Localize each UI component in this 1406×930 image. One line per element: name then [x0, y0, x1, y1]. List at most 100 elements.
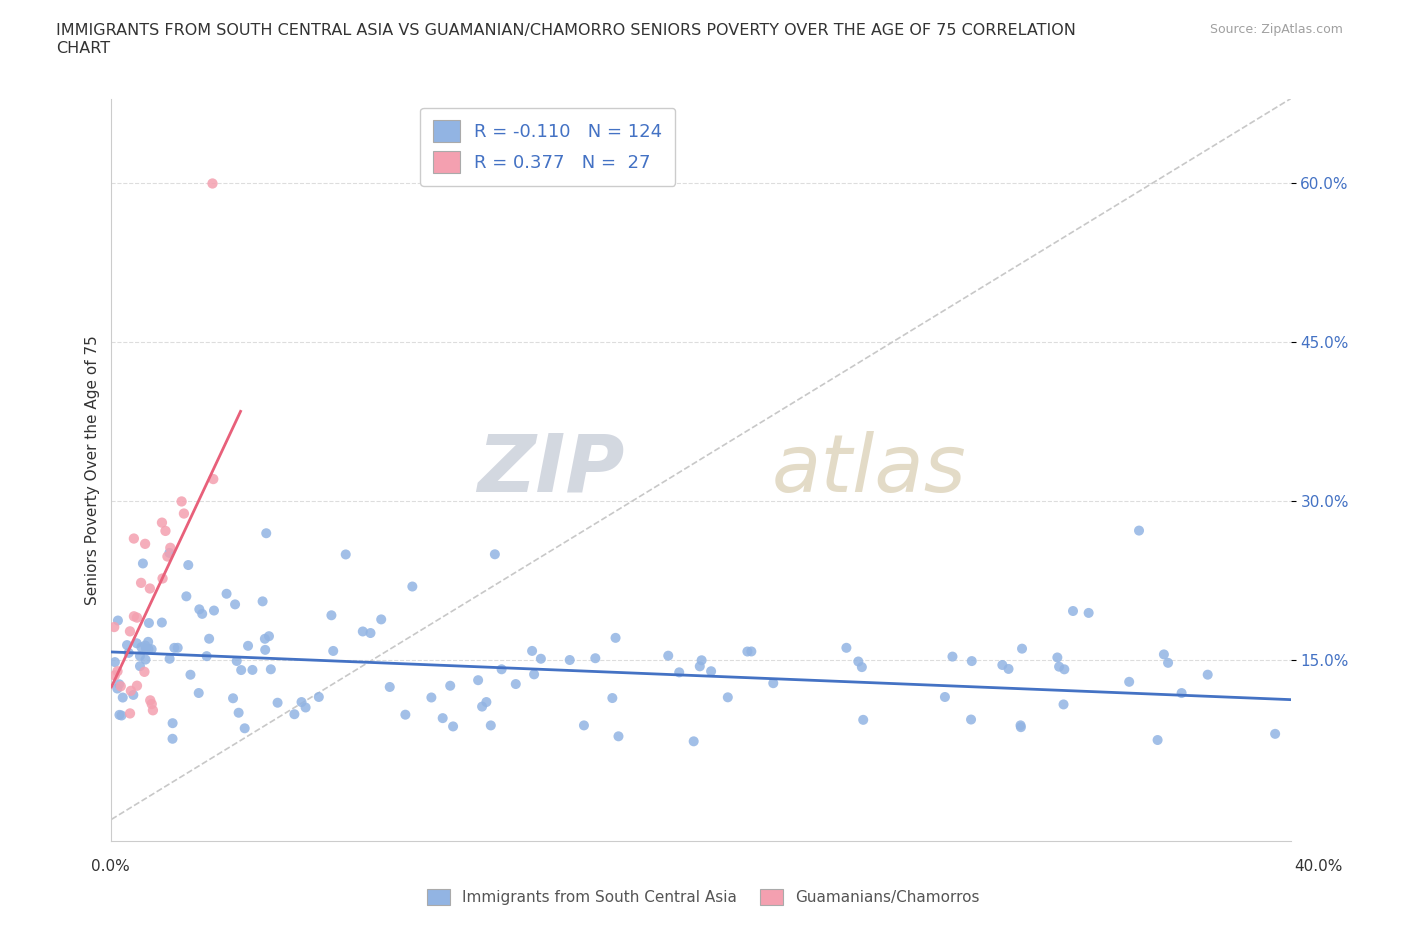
Point: [479, 718, 502, 733]
Point: [252, 594, 274, 609]
Point: [152, 571, 174, 586]
Point: [108, 708, 131, 723]
Point: [717, 690, 740, 705]
Point: [129, 576, 152, 591]
Point: [690, 653, 713, 668]
Point: [177, 558, 200, 573]
Point: [432, 711, 454, 725]
Point: [266, 696, 288, 711]
Point: [846, 654, 869, 669]
Point: [157, 546, 180, 561]
Point: [107, 613, 129, 628]
Point: [110, 708, 132, 723]
Point: [1157, 656, 1180, 671]
Point: [134, 664, 156, 679]
Point: [605, 631, 627, 645]
Point: [111, 690, 134, 705]
Point: [700, 664, 723, 679]
Point: [1170, 685, 1192, 700]
Point: [439, 678, 461, 693]
Point: [233, 721, 256, 736]
Point: [1062, 604, 1084, 618]
Point: [997, 661, 1019, 676]
Point: [118, 645, 141, 660]
Point: [195, 649, 218, 664]
Point: [294, 700, 316, 715]
Point: [1197, 667, 1219, 682]
Point: [441, 719, 464, 734]
Point: [138, 642, 160, 657]
Point: [135, 652, 157, 667]
Point: [689, 658, 711, 673]
Point: [1010, 718, 1032, 733]
Point: [115, 638, 138, 653]
Point: [107, 664, 129, 679]
Point: [110, 679, 132, 694]
Point: [132, 556, 155, 571]
Point: [129, 658, 152, 673]
Point: [740, 644, 762, 658]
Point: [150, 615, 173, 630]
Point: [187, 685, 209, 700]
Point: [475, 695, 498, 710]
Point: [242, 662, 264, 677]
Point: [105, 681, 128, 696]
Point: [122, 609, 145, 624]
Point: [401, 579, 423, 594]
Point: [960, 654, 983, 669]
Point: [173, 506, 195, 521]
Point: [166, 641, 188, 656]
Point: [225, 654, 247, 669]
Point: [155, 524, 177, 538]
Point: [191, 606, 214, 621]
Point: [231, 662, 253, 677]
Point: [139, 581, 162, 596]
Point: [125, 678, 148, 693]
Point: [162, 731, 184, 746]
Point: [1118, 674, 1140, 689]
Point: [960, 712, 983, 727]
Point: [118, 624, 141, 639]
Y-axis label: Seniors Poverty Over the Age of 75: Seniors Poverty Over the Age of 75: [86, 335, 100, 604]
Point: [394, 707, 416, 722]
Point: [135, 641, 157, 656]
Point: [108, 677, 131, 692]
Point: [215, 586, 238, 601]
Point: [122, 531, 145, 546]
Point: [530, 651, 553, 666]
Point: [1010, 720, 1032, 735]
Point: [682, 734, 704, 749]
Text: ZIP: ZIP: [477, 431, 624, 509]
Point: [668, 665, 690, 680]
Point: [505, 677, 527, 692]
Text: atlas: atlas: [772, 431, 966, 509]
Point: [228, 705, 250, 720]
Point: [657, 648, 679, 663]
Point: [139, 693, 162, 708]
Point: [122, 687, 145, 702]
Point: [520, 644, 543, 658]
Point: [202, 604, 225, 618]
Legend: R = -0.110   N = 124, R = 0.377   N =  27: R = -0.110 N = 124, R = 0.377 N = 27: [420, 108, 675, 186]
Point: [118, 706, 141, 721]
Point: [852, 712, 875, 727]
Point: [201, 176, 224, 191]
Point: [370, 612, 392, 627]
Point: [163, 641, 186, 656]
Point: [254, 643, 277, 658]
Point: [851, 659, 873, 674]
Point: [322, 644, 344, 658]
Point: [138, 616, 160, 631]
Point: [290, 695, 312, 710]
Point: [835, 641, 858, 656]
Point: [1046, 650, 1069, 665]
Point: [188, 602, 211, 617]
Point: [131, 640, 153, 655]
Point: [558, 653, 581, 668]
Point: [583, 651, 606, 666]
Point: [222, 691, 245, 706]
Point: [602, 691, 624, 706]
Point: [1052, 697, 1074, 711]
Point: [120, 684, 142, 698]
Point: [360, 626, 382, 641]
